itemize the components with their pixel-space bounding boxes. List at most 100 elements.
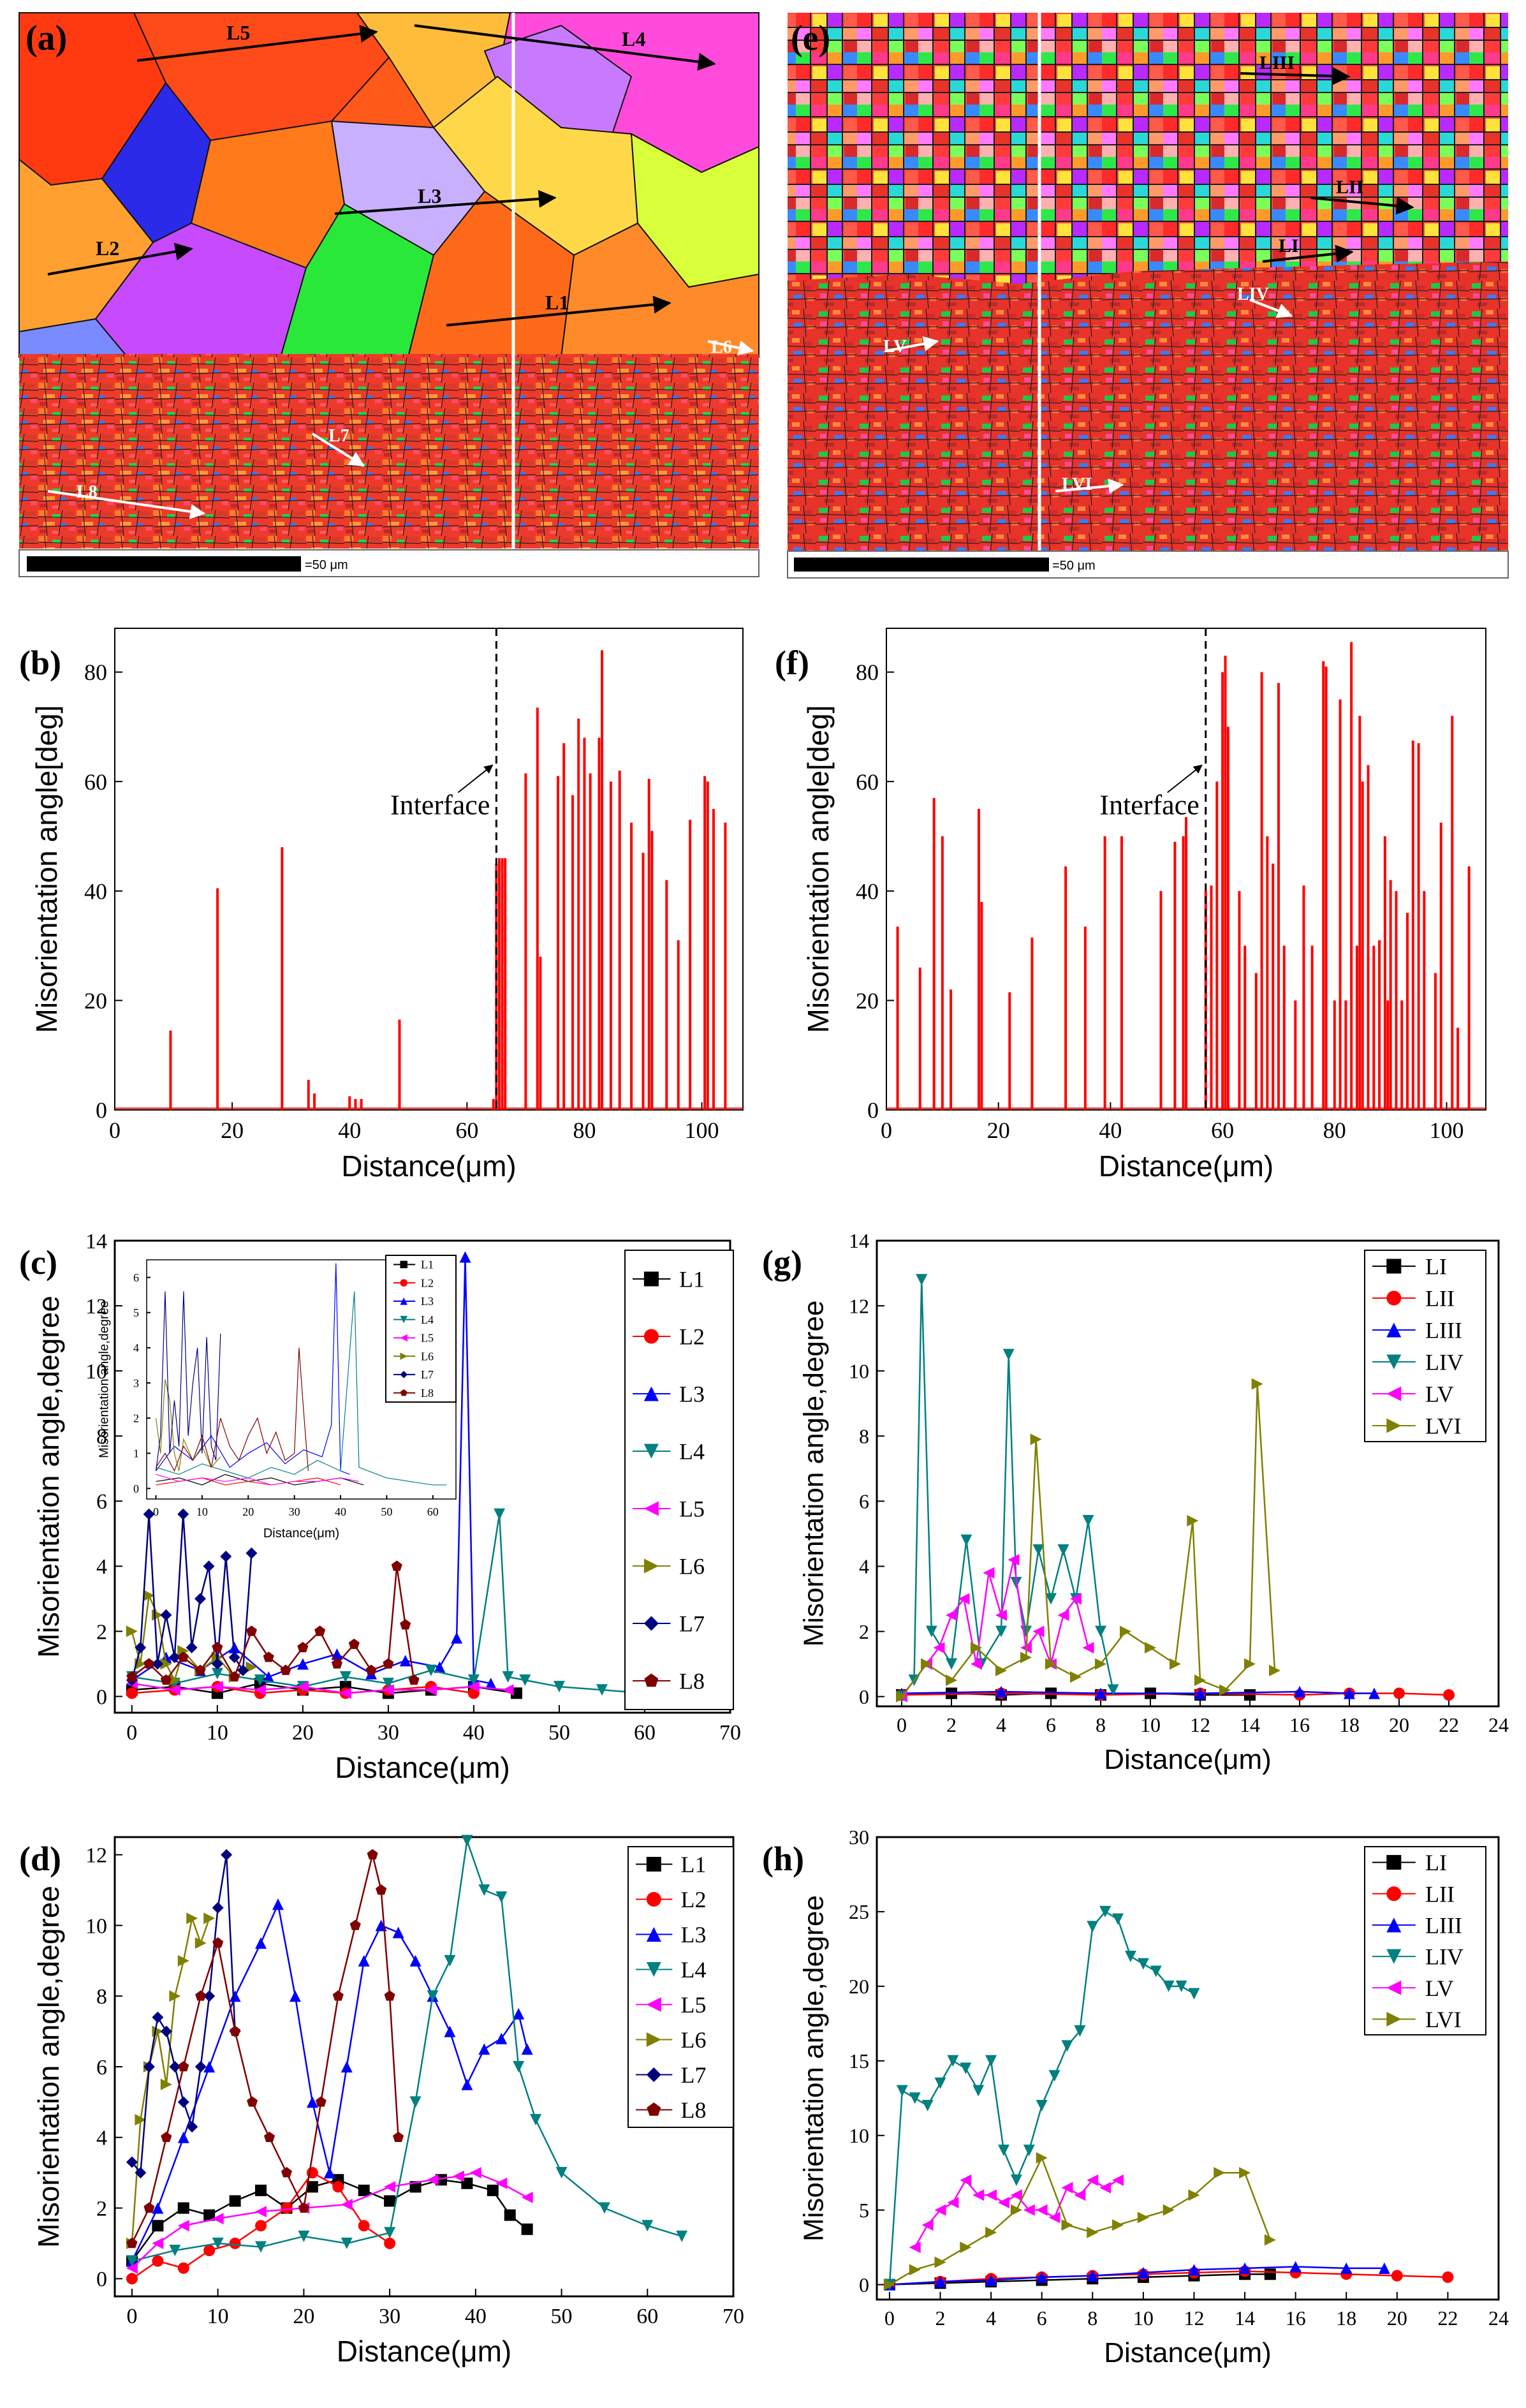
legend-marker-L8 bbox=[400, 1389, 407, 1396]
panel-label-f: (f) bbox=[775, 644, 809, 682]
point-L7-9 bbox=[203, 1990, 216, 2002]
point-L4-17 bbox=[642, 2220, 654, 2232]
y-tick-label: 2 bbox=[133, 1412, 139, 1424]
x-axis-label: Distance(μm) bbox=[1099, 1149, 1273, 1183]
point-LIV-10 bbox=[1010, 2174, 1022, 2186]
interface-annotation: Interface bbox=[1099, 790, 1199, 821]
point-LIV-16 bbox=[1095, 1625, 1106, 1637]
point-L8-9 bbox=[280, 1664, 291, 1675]
point-L6-4 bbox=[160, 2078, 172, 2090]
point-L5-4 bbox=[255, 2206, 267, 2218]
point-LIV-22 bbox=[1163, 1980, 1175, 1992]
point-L6-5 bbox=[168, 1674, 180, 1686]
point-LVI-9 bbox=[1112, 2219, 1124, 2231]
scalebar-e bbox=[794, 558, 1049, 572]
point-L5-8 bbox=[427, 2174, 439, 2186]
legend-marker-L5 bbox=[646, 1997, 661, 2013]
point-L8-7 bbox=[246, 2096, 258, 2107]
point-LIII-3 bbox=[1036, 2271, 1048, 2283]
legend-marker-LII bbox=[1386, 1886, 1402, 1902]
point-L5-2 bbox=[211, 1681, 223, 1693]
point-LV-0 bbox=[909, 2242, 921, 2254]
point-L3-21 bbox=[521, 2043, 533, 2055]
point-L7-4 bbox=[160, 1609, 172, 1621]
legend-box bbox=[627, 1846, 734, 2128]
series-line-L7 bbox=[131, 1854, 236, 2175]
legend-marker-L7 bbox=[646, 2067, 661, 2083]
point-L8-2 bbox=[161, 2131, 172, 2143]
point-LVI-11 bbox=[1145, 1642, 1156, 1654]
point-LIII-4 bbox=[1087, 2270, 1099, 2282]
y-tick-label: 80 bbox=[84, 660, 107, 685]
point-LVI-10 bbox=[1137, 2212, 1149, 2224]
arrow-L4 bbox=[414, 24, 716, 71]
legend-label-L4: L4 bbox=[681, 1957, 707, 1983]
point-LIV-13 bbox=[1048, 2070, 1060, 2082]
point-L4-10 bbox=[461, 1835, 473, 1847]
legend-label-L1: L1 bbox=[421, 1259, 434, 1271]
y-tick-label: 1 bbox=[133, 1447, 139, 1460]
point-LV-15 bbox=[1099, 2182, 1111, 2194]
y-tick-label: 0 bbox=[133, 1482, 139, 1495]
point-L7-3 bbox=[152, 2011, 164, 2023]
point-L3-5 bbox=[255, 1937, 267, 1949]
legend-label-L1: L1 bbox=[681, 1852, 707, 1877]
point-L6-9 bbox=[203, 1912, 216, 1924]
point-LIV-16 bbox=[1087, 1921, 1099, 1933]
y-tick-label: 0 bbox=[96, 2268, 107, 2291]
y-axis-label: Misorientation angle,degree bbox=[32, 1296, 65, 1658]
x-tick-label: 2 bbox=[935, 2307, 945, 2330]
point-L7-6 bbox=[177, 1508, 189, 1520]
point-LIII-8 bbox=[1289, 2261, 1302, 2273]
point-L8-5 bbox=[212, 1641, 223, 1653]
point-L5-6 bbox=[382, 1684, 394, 1696]
map-line-label-L7: L7 bbox=[328, 426, 349, 446]
point-LIV-1 bbox=[896, 2085, 908, 2097]
x-axis-label: Distance(μm) bbox=[263, 1526, 339, 1540]
point-LVI-13 bbox=[1214, 2167, 1226, 2179]
legend-label-L7: L7 bbox=[679, 1611, 705, 1637]
panel-label-d: (d) bbox=[19, 1840, 61, 1878]
point-L3-9 bbox=[434, 1661, 446, 1673]
point-LIV-3 bbox=[921, 2099, 934, 2111]
y-tick-label: 20 bbox=[856, 988, 879, 1014]
y-tick-label: 10 bbox=[85, 1360, 107, 1384]
point-L5-7 bbox=[384, 2181, 396, 2193]
point-LV-13 bbox=[1070, 1593, 1082, 1605]
inset-chart: 0 10 20 30 40 50 60 0 1 2 3 4 5 6 Distance(μm) Misorien… bbox=[97, 1255, 457, 1540]
point-LIV-14 bbox=[1061, 2040, 1073, 2052]
map-line-label-L8: L8 bbox=[77, 482, 98, 502]
y-tick-label: 12 bbox=[85, 1295, 107, 1318]
point-L6-4 bbox=[160, 1658, 172, 1670]
point-LVI-16 bbox=[1244, 1658, 1256, 1670]
y-axis-label: Misorientation angle,degree bbox=[798, 1300, 830, 1646]
legend-marker-L6 bbox=[646, 2032, 661, 2048]
y-tick-label: 10 bbox=[85, 1914, 107, 1938]
point-L8-11 bbox=[314, 1625, 326, 1636]
y-tick-label: 8 bbox=[96, 1985, 107, 2009]
point-L8-15 bbox=[383, 1658, 394, 1669]
legend-marker-LII bbox=[1386, 1290, 1402, 1306]
x-tick-label: 30 bbox=[378, 1721, 399, 1745]
point-LV-8 bbox=[1008, 1554, 1020, 1566]
legend-label-L5: L5 bbox=[679, 1496, 705, 1522]
point-L4-11 bbox=[478, 1884, 490, 1896]
x-tick-label: 0 bbox=[153, 1505, 159, 1518]
x-tick-label: 4 bbox=[986, 2307, 996, 2330]
point-L5-4 bbox=[297, 1681, 309, 1693]
point-L8-15 bbox=[376, 1884, 387, 1895]
point-L7-4 bbox=[160, 2025, 172, 2037]
point-L7-7 bbox=[186, 1641, 198, 1653]
inset-series-L8 bbox=[155, 1347, 309, 1472]
point-LV-5 bbox=[972, 2189, 985, 2201]
point-LVI-3 bbox=[971, 1642, 982, 1654]
point-LIII-6 bbox=[1368, 1687, 1380, 1699]
x-tick-label: 100 bbox=[1430, 1118, 1464, 1143]
point-LV-13 bbox=[1074, 2189, 1086, 2201]
arrow-LIII bbox=[1240, 67, 1351, 85]
legend-label-L8: L8 bbox=[681, 2097, 707, 2123]
point-L7-7 bbox=[186, 2121, 198, 2133]
point-L7-9 bbox=[203, 1560, 215, 1572]
point-L4-10 bbox=[502, 1671, 514, 1683]
